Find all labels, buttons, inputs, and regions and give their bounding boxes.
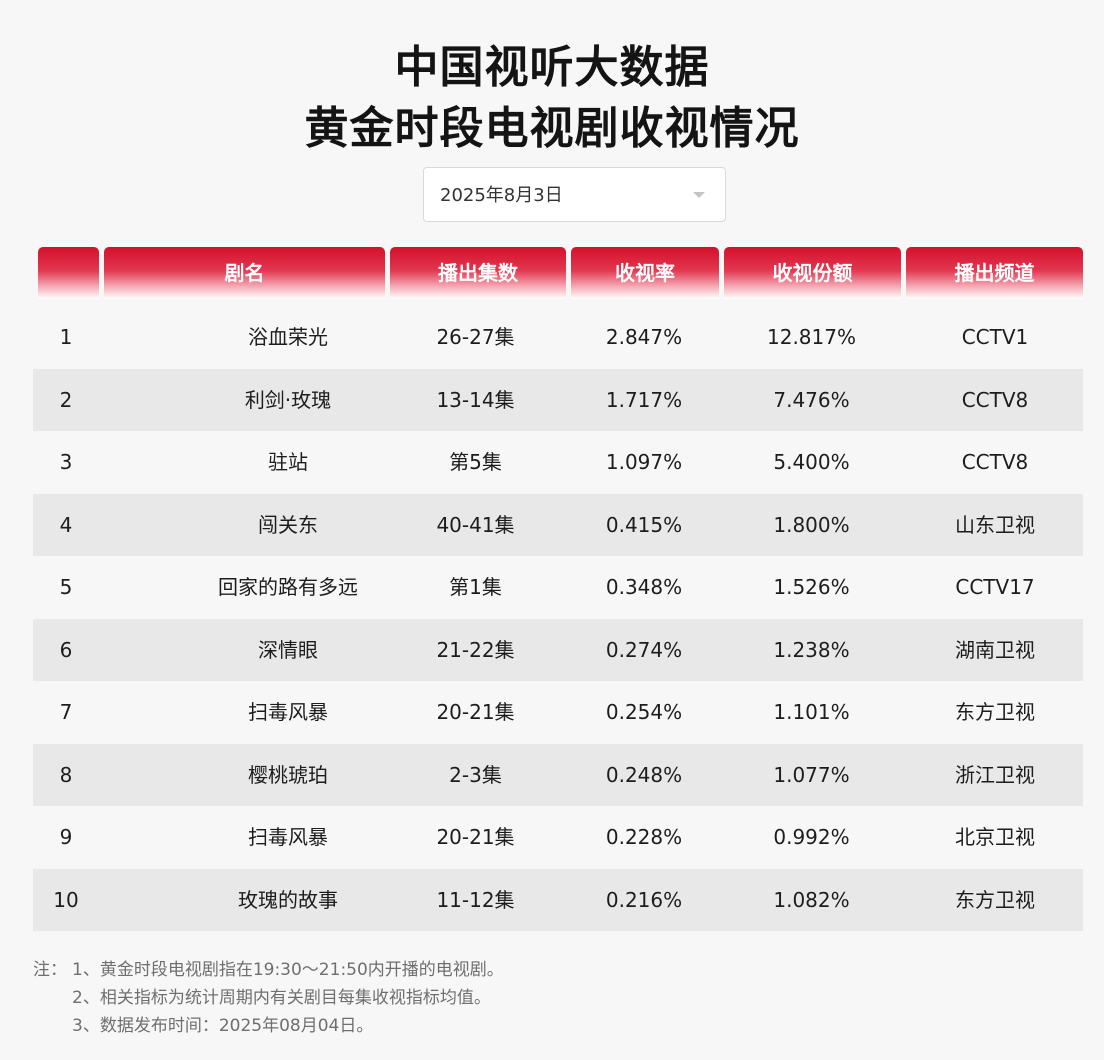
rank-cell: 8 [59, 762, 73, 787]
name-cell: 闯关东 [258, 512, 318, 537]
table-body: 1 浴血荣光 26-27集 2.847% 12.817% CCTV1 2 利剑·… [33, 306, 1083, 931]
name-cell: 扫毒风暴 [248, 825, 328, 849]
page-title-line1: 中国视听大数据 [394, 42, 710, 93]
rank-cell: 9 [59, 825, 73, 849]
rating-cell: 0.254% [605, 700, 683, 724]
column-header-channel: 播出频道 [906, 247, 1083, 299]
name-cell: 樱桃琥珀 [248, 762, 328, 787]
table-row: 10 玫瑰的故事 11-12集 0.216% 1.082% 东方卫视 [33, 868, 1083, 931]
rank-cell: 10 [53, 887, 79, 912]
rank-cell: 4 [59, 512, 73, 537]
rating-cell: 1.097% [605, 450, 683, 474]
episodes-cell: 40-41集 [436, 512, 515, 537]
rank-cell: 6 [59, 637, 73, 662]
channel-cell: 浙江卫视 [955, 762, 1035, 787]
share-cell: 1.101% [773, 700, 850, 724]
table-header: 剧名 播出集数 收视率 收视份额 播出频道 [0, 247, 1104, 299]
channel-cell: 北京卫视 [955, 825, 1035, 849]
page-title-line2: 黄金时段电视剧收视情况 [304, 103, 800, 154]
table-row: 5 回家的路有多远 第1集 0.348% 1.526% CCTV17 [33, 556, 1083, 619]
chevron-down-icon [693, 192, 705, 198]
rank-cell: 5 [59, 575, 73, 599]
share-cell: 12.817% [767, 325, 856, 349]
footnote-text: 3、数据发布时间：2025年08月04日。 [72, 1016, 374, 1036]
rank-cell: 1 [59, 325, 73, 349]
rating-cell: 2.847% [605, 325, 683, 349]
rank-cell: 2 [59, 387, 73, 412]
channel-cell: CCTV8 [961, 450, 1029, 474]
episodes-cell: 第5集 [449, 450, 502, 474]
episodes-cell: 26-27集 [436, 325, 515, 349]
table-row: 1 浴血荣光 26-27集 2.847% 12.817% CCTV1 [33, 306, 1083, 369]
channel-cell: 东方卫视 [955, 887, 1035, 912]
name-cell: 驻站 [268, 450, 308, 474]
rating-cell: 0.415% [605, 512, 683, 537]
rating-cell: 0.274% [605, 637, 683, 662]
column-header-share: 收视份额 [724, 247, 901, 299]
name-cell: 扫毒风暴 [248, 700, 328, 724]
rating-cell: 0.348% [605, 575, 683, 599]
rank-cell: 7 [59, 700, 73, 724]
episodes-cell: 第1集 [449, 575, 502, 599]
share-cell: 7.476% [773, 387, 850, 412]
table-row: 3 驻站 第5集 1.097% 5.400% CCTV8 [33, 431, 1083, 494]
column-header-rank [38, 247, 99, 299]
footnote-text: 2、相关指标为统计周期内有关剧目每集收视指标均值。 [72, 988, 491, 1008]
rating-cell: 1.717% [605, 387, 683, 412]
channel-cell: CCTV1 [961, 325, 1029, 349]
table-row: 2 利剑·玫瑰 13-14集 1.717% 7.476% CCTV8 [33, 368, 1083, 431]
name-cell: 回家的路有多远 [218, 575, 358, 599]
column-header-rating: 收视率 [571, 247, 719, 299]
channel-cell: 山东卫视 [955, 512, 1035, 537]
name-cell: 利剑·玫瑰 [244, 387, 332, 412]
name-cell: 深情眼 [258, 637, 318, 662]
episodes-cell: 20-21集 [436, 825, 515, 849]
table-row: 4 闯关东 40-41集 0.415% 1.800% 山东卫视 [33, 493, 1083, 556]
episodes-cell: 21-22集 [436, 637, 515, 662]
rating-cell: 0.248% [605, 762, 683, 787]
channel-cell: CCTV17 [955, 575, 1035, 599]
share-cell: 5.400% [773, 450, 850, 474]
column-header-name: 剧名 [104, 247, 385, 299]
table-row: 7 扫毒风暴 20-21集 0.254% 1.101% 东方卫视 [33, 681, 1083, 744]
episodes-cell: 20-21集 [436, 700, 515, 724]
rating-cell: 0.216% [605, 887, 683, 912]
name-cell: 玫瑰的故事 [238, 887, 338, 912]
share-cell: 1.082% [773, 887, 850, 912]
column-header-episodes: 播出集数 [390, 247, 566, 299]
share-cell: 1.238% [773, 637, 850, 662]
table-row: 8 樱桃琥珀 2-3集 0.248% 1.077% 浙江卫视 [33, 743, 1083, 806]
table-row: 6 深情眼 21-22集 0.274% 1.238% 湖南卫视 [33, 618, 1083, 681]
share-cell: 1.526% [773, 575, 850, 599]
rank-cell: 3 [59, 450, 73, 474]
footnote-text: 1、黄金时段电视剧指在19:30～21:50内开播的电视剧。 [72, 960, 504, 980]
name-cell: 浴血荣光 [248, 325, 328, 349]
channel-cell: 湖南卫视 [955, 637, 1035, 662]
share-cell: 1.077% [773, 762, 850, 787]
rating-cell: 0.228% [605, 825, 683, 849]
date-select-value: 2025年8月3日 [440, 185, 563, 206]
episodes-cell: 13-14集 [436, 387, 515, 412]
channel-cell: 东方卫视 [955, 700, 1035, 724]
episodes-cell: 11-12集 [436, 887, 515, 912]
share-cell: 0.992% [773, 825, 850, 849]
share-cell: 1.800% [773, 512, 850, 537]
footnote-prefix: 注： [33, 960, 67, 980]
channel-cell: CCTV8 [961, 387, 1029, 412]
table-row: 9 扫毒风暴 20-21集 0.228% 0.992% 北京卫视 [33, 806, 1083, 869]
episodes-cell: 2-3集 [449, 762, 502, 787]
date-select[interactable]: 2025年8月3日 [423, 167, 726, 222]
